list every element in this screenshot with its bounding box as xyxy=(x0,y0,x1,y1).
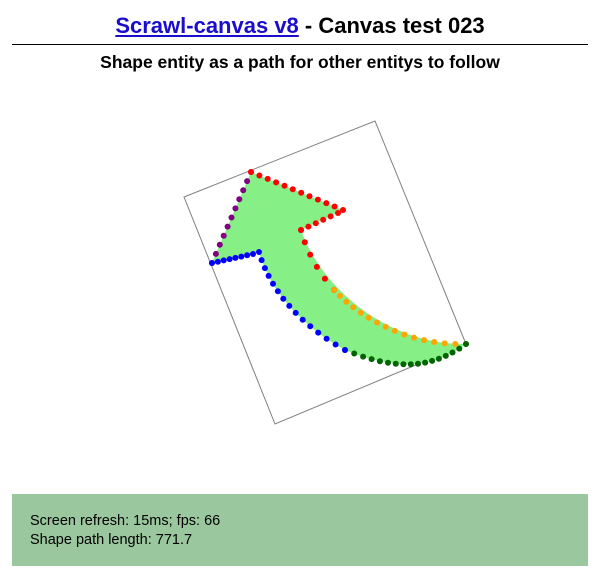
blue-dot xyxy=(265,272,272,279)
blue-dot xyxy=(323,335,330,342)
red-dot xyxy=(314,196,321,203)
dark-green-dot xyxy=(429,357,436,364)
dark-green-dot xyxy=(463,341,469,347)
title-divider xyxy=(12,44,588,45)
report-panel: Screen refresh: 15ms; fps: 66 Shape path… xyxy=(12,494,588,566)
purple-dot xyxy=(232,205,239,212)
dark-green-dot xyxy=(360,353,367,360)
blue-dot xyxy=(292,309,299,316)
dark-green-dot xyxy=(385,359,391,366)
dark-green-dot xyxy=(415,360,421,367)
orange-dot xyxy=(357,309,364,316)
dark-green-dot xyxy=(351,350,358,357)
purple-dot xyxy=(240,187,247,194)
orange-dot xyxy=(365,314,372,321)
red-dot xyxy=(298,189,305,196)
orange-dot xyxy=(401,331,408,338)
blue-dot xyxy=(286,302,293,309)
blue-dot xyxy=(258,257,265,264)
dark-green-dot xyxy=(407,361,414,368)
orange-dot xyxy=(431,339,438,345)
dark-green-dot xyxy=(400,361,407,368)
purple-dot xyxy=(212,250,219,257)
page-title-suffix: - Canvas test 023 xyxy=(298,13,485,38)
red-dot xyxy=(307,251,314,258)
orange-dot xyxy=(391,327,398,334)
blue-dot xyxy=(332,341,339,348)
red-dot xyxy=(331,203,338,210)
red-dot xyxy=(305,223,312,230)
red-dot xyxy=(273,179,280,186)
red-dot xyxy=(306,193,313,200)
dark-green-dot xyxy=(442,352,449,359)
red-dot xyxy=(301,239,308,246)
red-dot xyxy=(312,220,319,227)
blue-dot xyxy=(270,280,276,287)
red-dot xyxy=(327,213,334,220)
orange-dot xyxy=(336,292,343,299)
purple-dot xyxy=(216,241,223,248)
blue-dot xyxy=(307,323,314,330)
red-dot xyxy=(320,216,327,223)
blue-dot xyxy=(280,295,287,302)
dark-green-dot xyxy=(449,349,456,356)
blue-dot xyxy=(244,252,251,259)
red-dot xyxy=(281,182,288,189)
path-length-readout: Shape path length: 771.7 xyxy=(30,532,193,548)
red-dot xyxy=(289,186,296,193)
red-dot xyxy=(321,275,328,282)
red-dot xyxy=(313,263,320,270)
blue-dot xyxy=(232,254,239,261)
orange-dot xyxy=(350,304,357,311)
purple-dot xyxy=(228,214,235,221)
scrawl-canvas-link[interactable]: Scrawl-canvas v8 xyxy=(115,13,299,38)
dark-green-dot xyxy=(435,355,442,362)
orange-dot xyxy=(421,337,427,344)
purple-dot xyxy=(224,223,231,230)
red-dot xyxy=(298,227,304,233)
blue-dot xyxy=(214,258,221,265)
blue-dot xyxy=(238,253,245,260)
dark-green-dot xyxy=(456,345,463,352)
dark-green-dot xyxy=(422,359,429,366)
blue-dot xyxy=(250,251,256,257)
blue-dot xyxy=(274,288,281,295)
orange-dot xyxy=(331,287,337,293)
blue-dot xyxy=(256,249,262,255)
purple-dot xyxy=(236,196,243,203)
dark-green-dot xyxy=(376,358,383,365)
blue-dot xyxy=(209,260,215,266)
follower-dots xyxy=(209,169,469,368)
red-dot xyxy=(256,172,263,179)
orange-dot xyxy=(452,341,459,347)
blue-dot xyxy=(315,329,322,336)
blue-dot xyxy=(226,256,233,263)
red-dot xyxy=(335,210,341,216)
canvas-drawing xyxy=(183,120,469,425)
page-subtitle: Shape entity as a path for other entitys… xyxy=(100,52,500,72)
dark-green-dot xyxy=(368,356,375,363)
demo-canvas[interactable] xyxy=(0,80,600,480)
orange-dot xyxy=(343,298,350,305)
orange-dot xyxy=(441,340,448,347)
purple-dot xyxy=(220,232,227,239)
page-title: Scrawl-canvas v8 - Canvas test 023 xyxy=(0,10,600,42)
blue-dot xyxy=(220,257,227,264)
screen-refresh-readout: Screen refresh: 15ms; fps: 66 xyxy=(30,513,221,529)
blue-dot xyxy=(299,316,306,323)
blue-dot xyxy=(342,347,348,353)
red-dot xyxy=(248,169,254,175)
blue-dot xyxy=(261,265,268,272)
orange-dot xyxy=(374,319,380,326)
orange-dot xyxy=(382,323,389,330)
orange-dot xyxy=(411,334,417,341)
red-dot xyxy=(264,175,271,182)
red-dot xyxy=(323,200,330,207)
arrow-shape xyxy=(212,172,466,365)
shape-bounding-box xyxy=(183,120,467,425)
red-dot xyxy=(340,207,346,213)
dark-green-dot xyxy=(392,360,399,367)
purple-dot xyxy=(244,178,251,185)
